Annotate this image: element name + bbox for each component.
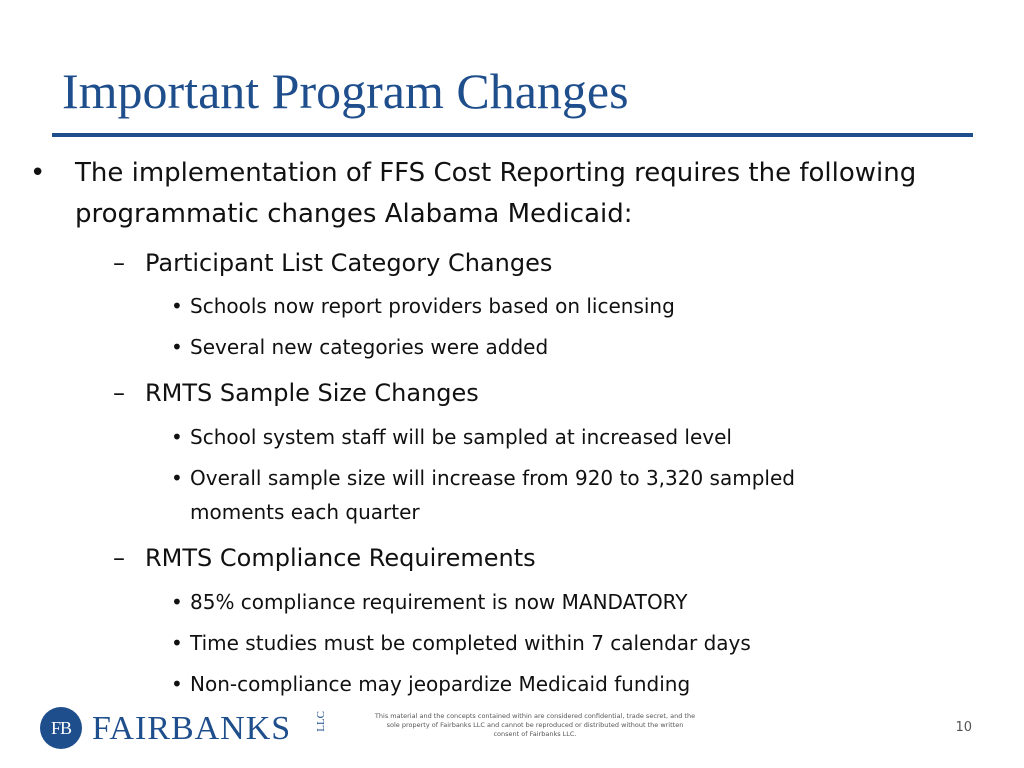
slide-title: Important Program Changes [62, 63, 629, 119]
rmts-compliance-item: 85% compliance requirement is now MANDAT… [190, 590, 688, 614]
fairbanks-logo: FB FAIRBANKS LLC [40, 707, 340, 751]
intro-text-line2: programmatic changes Alabama Medicaid: [75, 199, 633, 229]
sub-bullet-marker: • [171, 425, 183, 449]
sub-bullet-marker: • [171, 466, 183, 490]
page-number: 10 [955, 720, 972, 735]
rmts-compliance-item: Non-compliance may jeopardize Medicaid f… [190, 672, 691, 696]
logo-wordmark: FAIRBANKS [92, 710, 292, 747]
intro-text-line1: The implementation of FFS Cost Reporting… [75, 158, 917, 188]
sub-bullet-marker: • [171, 672, 183, 696]
rmts-compliance-heading: RMTS Compliance Requirements [145, 544, 536, 572]
dash-marker: – [113, 544, 125, 572]
sub-bullet-marker: • [171, 294, 183, 318]
logo-llc: LLC [315, 711, 327, 732]
bullet-marker: • [30, 158, 46, 188]
dash-marker: – [113, 249, 125, 277]
disclaimer-line: This material and the concepts contained… [374, 712, 696, 720]
logo-monogram: FB [40, 707, 82, 749]
rmts-sample-item: School system staff will be sampled at i… [190, 425, 732, 449]
rmts-compliance-item: Time studies must be completed within 7 … [190, 631, 751, 655]
sub-bullet-marker: • [171, 335, 183, 359]
dash-marker: – [113, 379, 125, 407]
participant-item: Schools now report providers based on li… [190, 294, 675, 318]
participant-heading: Participant List Category Changes [145, 249, 553, 277]
rmts-sample-heading: RMTS Sample Size Changes [145, 379, 479, 407]
participant-item: Several new categories were added [190, 335, 549, 359]
title-divider [52, 133, 973, 137]
sub-bullet-marker: • [171, 631, 183, 655]
disclaimer-line: sole property of Fairbanks LLC and canno… [386, 721, 684, 729]
rmts-sample-item-line1: Overall sample size will increase from 9… [190, 466, 795, 490]
sub-bullet-marker: • [171, 590, 183, 614]
confidentiality-disclaimer: This material and the concepts contained… [350, 712, 720, 739]
disclaimer-line: consent of Fairbanks LLC. [493, 730, 577, 738]
rmts-sample-item-line2: moments each quarter [190, 500, 420, 524]
